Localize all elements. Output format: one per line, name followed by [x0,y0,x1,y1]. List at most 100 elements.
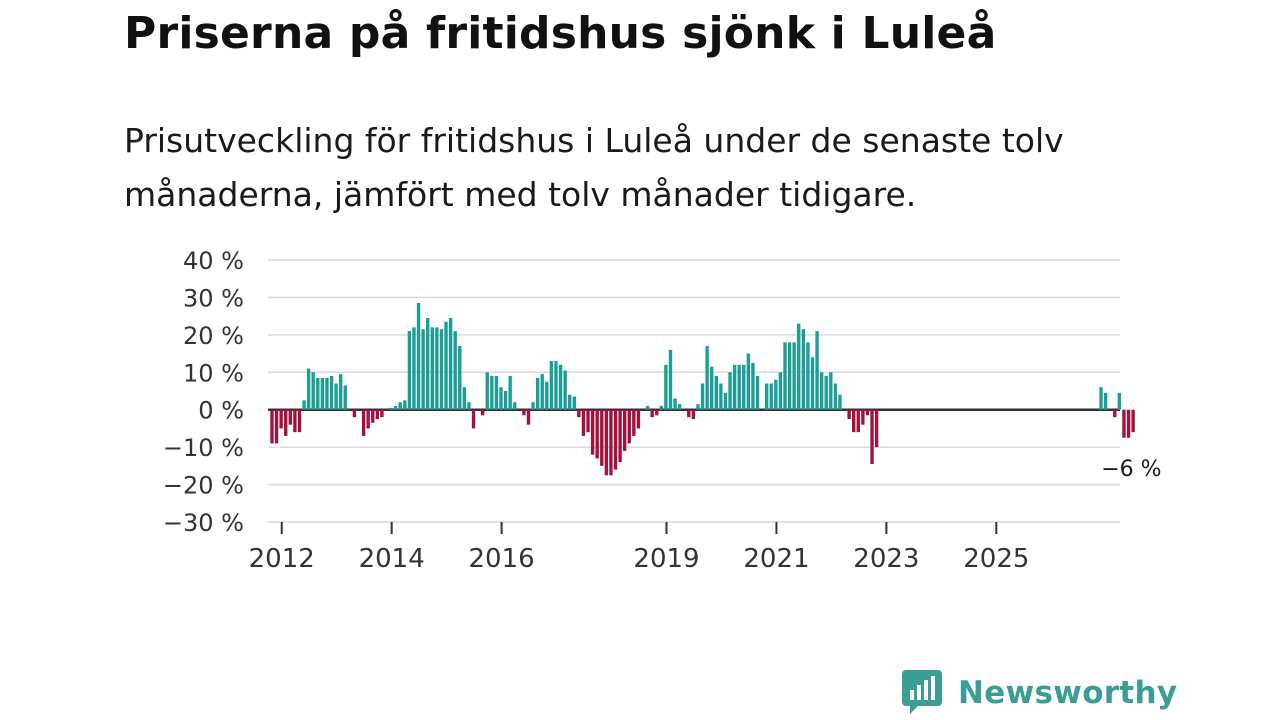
bar [852,409,856,433]
bar [306,368,311,410]
bar [1099,387,1103,410]
bar [838,394,842,410]
bar [572,396,576,410]
bar [458,346,462,410]
y-tick-label: 10 % [183,359,244,387]
bar [668,349,673,410]
bar [705,346,709,410]
bar [755,376,760,410]
bar [769,383,773,410]
bar [778,372,783,410]
bar [636,409,641,429]
bar [691,409,696,420]
newsworthy-logo-icon [902,670,942,714]
bar [1122,409,1126,438]
bar [439,329,444,410]
bar [792,342,796,410]
y-tick-label: −20 % [163,472,244,500]
bar [435,327,439,410]
bar [325,377,329,410]
bar [1126,409,1131,438]
bar [861,409,865,425]
bar [352,409,357,418]
bar [563,370,567,410]
bar [728,372,732,410]
bar [600,409,604,466]
x-tick-label: 2023 [853,544,919,574]
bar [710,366,714,410]
bar [554,361,558,410]
bar [1113,409,1117,418]
bar [664,364,668,410]
bar [522,409,526,416]
y-tick-label: 20 % [183,322,244,350]
bar [590,409,595,455]
bar [393,405,398,410]
x-tick-label: 2016 [469,544,535,574]
bar [833,383,838,410]
bar [407,331,412,410]
bar [329,376,334,410]
bar [874,409,879,448]
bar [787,342,792,410]
bar [398,402,402,410]
annotations: −6 % [1101,457,1161,482]
bar [540,374,544,410]
bars [270,303,1135,476]
bar [604,409,609,476]
bar [490,376,494,410]
bar [361,409,366,436]
bar [503,391,508,410]
bar [380,409,384,418]
bar [659,405,664,410]
bar [279,409,283,429]
x-tick-label: 2025 [963,544,1029,574]
bar [696,404,700,410]
bar [1131,409,1135,433]
bar [714,376,718,410]
bar [270,409,274,444]
bar [824,376,828,410]
bar [581,409,586,436]
gridlines [268,259,1120,523]
bar [284,409,288,436]
bar [274,409,279,444]
bar [467,402,471,410]
chart-subtitle: Prisutveckling för fritidshus i Luleå un… [124,121,1064,214]
y-tick-label: −30 % [163,509,244,537]
x-axis: 2012 2014 2016 2019 2021 2023 2025 [249,522,1029,574]
bar [737,364,741,410]
bar [650,409,654,418]
bar [774,379,778,410]
bar [426,318,430,410]
bar [430,327,434,410]
bar [513,402,517,410]
bar [586,409,590,433]
bar [485,372,489,410]
bar [389,407,393,410]
bar [311,372,315,410]
y-tick-label: −10 % [163,434,244,462]
bar [499,387,503,410]
y-tick-label: 0 % [198,397,244,425]
bar [568,394,572,410]
bar [371,409,375,423]
x-tick-label: 2014 [359,544,425,574]
bar [462,387,467,410]
bar [723,392,728,410]
x-tick-label: 2019 [633,544,699,574]
bar [732,364,737,410]
bar [320,377,325,410]
newsworthy-logo: Newsworthy [902,670,1177,716]
bar [751,362,755,410]
bar [375,409,380,420]
bar [819,372,824,410]
x-tick-label: 2012 [249,544,315,574]
bar [343,385,347,410]
bar [815,331,819,410]
bar [297,409,302,433]
y-tick-label: 30 % [183,284,244,312]
bar [316,377,320,410]
bar [366,409,370,429]
